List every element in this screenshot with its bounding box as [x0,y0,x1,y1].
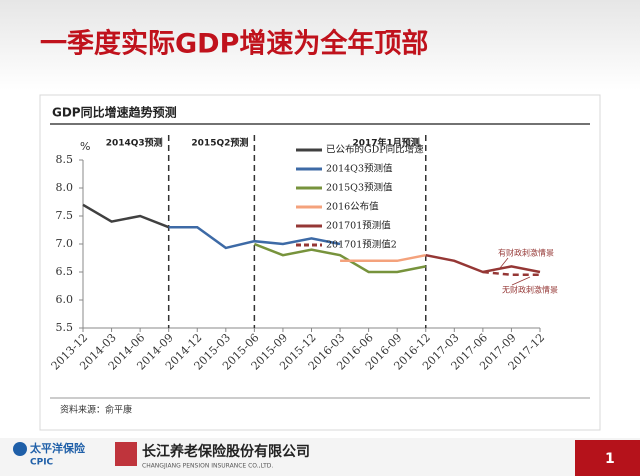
legend-label: 2014Q3预测值 [326,163,393,175]
forecast-label: 2014Q3预测 [106,137,163,149]
footer-brand-en: CPIC [30,458,54,468]
y-tick-label: 8.0 [56,181,74,194]
legend-label: 已公布的GDP同比增速 [326,144,424,156]
forecast-label: 2015Q2预测 [191,137,248,149]
footer-company: 长江养老保险股份有限公司 [142,443,310,460]
footer-bg [0,438,640,476]
y-tick-label: 7.5 [56,209,74,222]
annotation: 无财政刺激情景 [502,285,558,295]
series-line [253,242,426,274]
y-tick-label: 5.5 [56,321,74,334]
footer-brand: 太平洋保险 [29,441,86,455]
series-line [168,225,341,250]
annotation-arrow [499,257,509,269]
series-line [340,253,426,263]
legend-label: 2016公布值 [326,201,379,213]
page-number: 1 [605,451,615,467]
y-tick-label: 8.5 [56,153,74,166]
legend-label: 201701预测值2 [326,239,397,251]
y-tick-label: 7.0 [56,237,74,250]
forecast-label: 2017年1月预测 [352,137,419,149]
legend-label: 201701预测值 [326,220,391,232]
header-bg [0,0,640,90]
chart-title: GDP同比增速趋势预测 [52,105,177,120]
cj-logo [115,442,137,466]
y-tick-label: 6.5 [56,265,74,278]
legend-label: 2015Q3预测值 [326,182,393,194]
cpic-logo [13,442,27,456]
annotation-arrow [511,276,531,286]
series-line [82,203,170,229]
source: 资料来源：俞平康 [60,404,132,416]
slide-title: 一季度实际GDP增速为全年顶部 [40,28,428,60]
footer-company-en: CHANGJIANG PENSION INSURANCE CO.,LTD. [142,463,273,470]
page-badge [575,440,640,476]
annotation: 有财政刺激情景 [498,248,554,258]
y-tick-label: 6.0 [56,293,74,306]
y-unit: % [80,140,90,153]
